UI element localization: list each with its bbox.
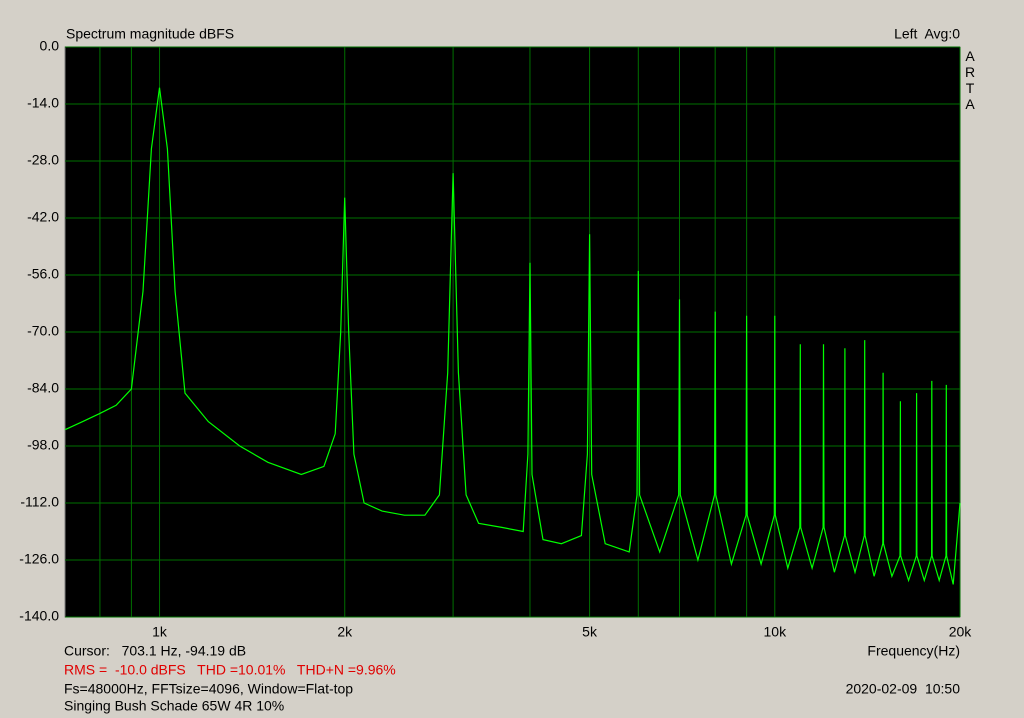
settings: Fs=48000Hz, FFTsize=4096, Window=Flat-to…: [64, 681, 353, 697]
x-axis-label: Frequency(Hz): [867, 643, 960, 659]
x-tick-label: 2k: [337, 624, 353, 640]
channel-label: Left Avg:0: [894, 26, 960, 42]
cursor-readout: Cursor: 703.1 Hz, -94.19 dB: [64, 643, 246, 659]
x-tick-label: 1k: [152, 624, 168, 640]
y-tick-label: 0.0: [40, 38, 60, 54]
y-tick-label: -84.0: [27, 380, 59, 396]
y-tick-label: -126.0: [19, 551, 59, 567]
brand: ARTA: [962, 48, 978, 112]
y-tick-label: -70.0: [27, 323, 59, 339]
description: Singing Bush Schade 65W 4R 10%: [64, 698, 284, 714]
x-tick-label: 20k: [949, 624, 973, 640]
y-tick-label: -112.0: [20, 494, 59, 510]
x-tick-label: 5k: [582, 624, 598, 640]
y-tick-label: -14.0: [27, 95, 59, 111]
x-tick-label: 10k: [764, 624, 788, 640]
spectrum-line: [64, 87, 961, 585]
y-tick-label: -56.0: [27, 266, 59, 282]
timestamp: 2020-02-09 10:50: [846, 681, 961, 697]
y-tick-label: -140.0: [19, 608, 59, 624]
chart-title: Spectrum magnitude dBFS: [66, 26, 234, 42]
y-tick-label: -42.0: [27, 209, 59, 225]
measurements: RMS = -10.0 dBFS THD =10.01% THD+N =9.96…: [64, 662, 396, 678]
y-tick-label: -98.0: [27, 437, 59, 453]
y-tick-label: -28.0: [27, 152, 59, 168]
